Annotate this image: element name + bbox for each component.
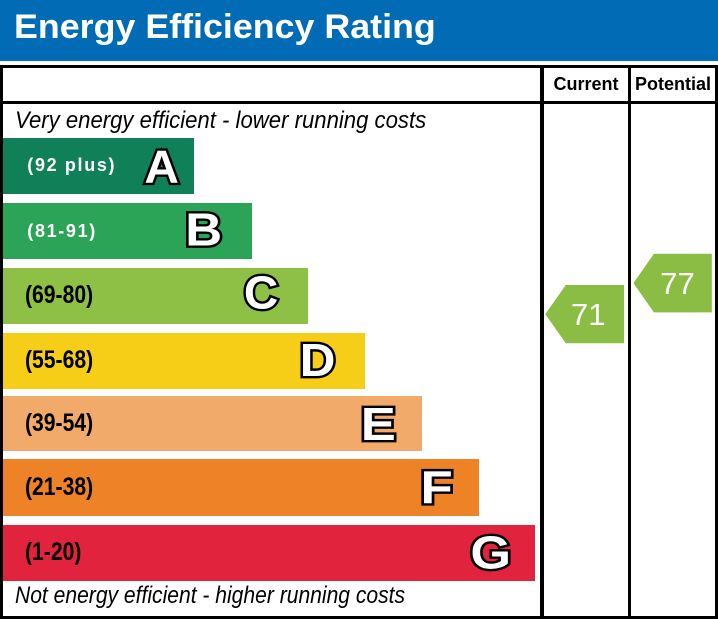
svg-text:D: D [300, 335, 336, 386]
svg-text:G: G [470, 527, 511, 578]
svg-text:C: C [244, 267, 278, 318]
svg-text:E: E [361, 399, 396, 450]
svg-text:71: 71 [571, 297, 605, 332]
svg-text:77: 77 [660, 266, 694, 301]
svg-text:F: F [420, 462, 452, 513]
svg-text:A: A [144, 140, 179, 192]
svg-text:B: B [185, 205, 222, 256]
